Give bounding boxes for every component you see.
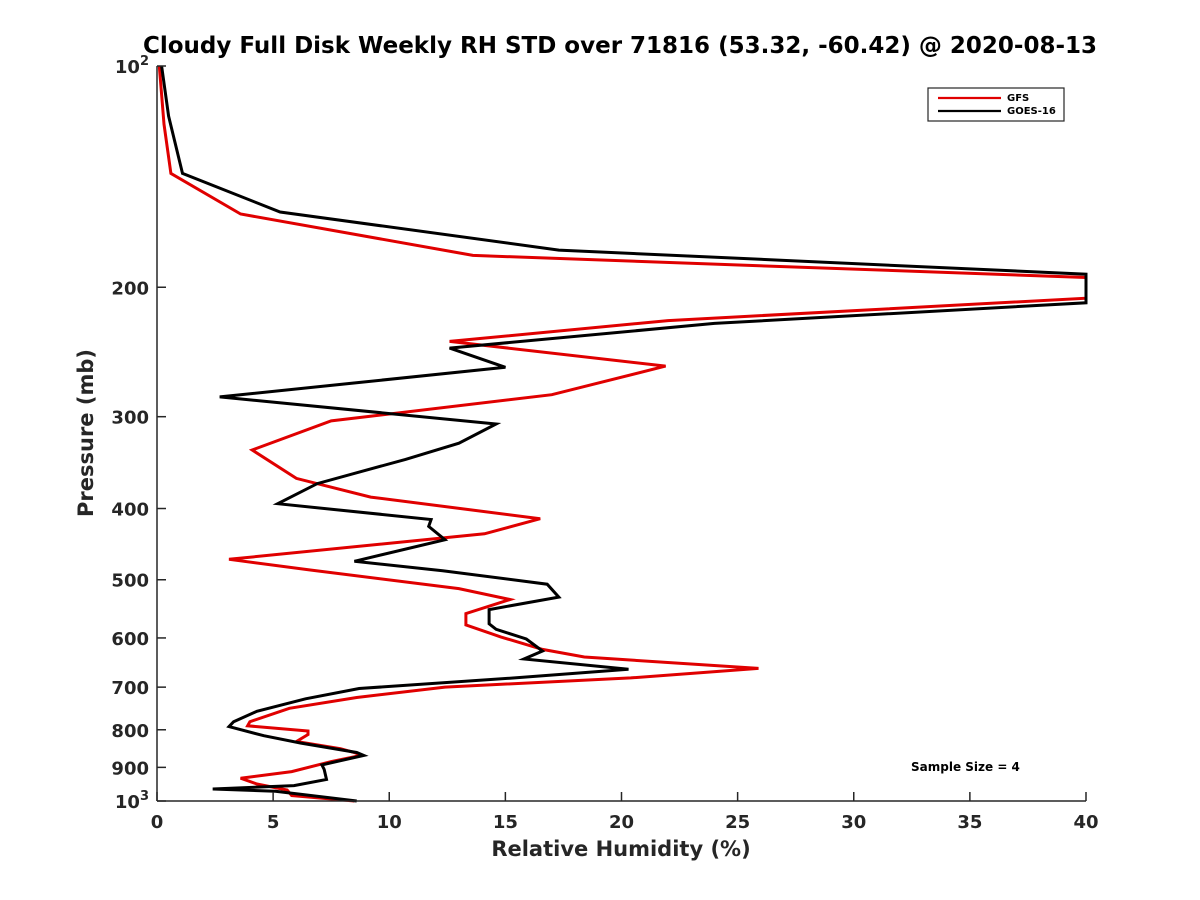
x-tick-label: 35 bbox=[957, 812, 982, 833]
x-tick-label: 30 bbox=[841, 812, 866, 833]
y-tick-label: 103 bbox=[115, 789, 149, 813]
chart-title: Cloudy Full Disk Weekly RH STD over 7181… bbox=[143, 33, 1097, 59]
x-tick-label: 10 bbox=[377, 812, 402, 833]
series-line-goes-16 bbox=[160, 65, 1088, 803]
y-tick-label: 900 bbox=[111, 758, 149, 779]
y-tick-label: 700 bbox=[111, 678, 149, 699]
x-tick-label: 15 bbox=[493, 812, 518, 833]
series-line-gfs bbox=[157, 65, 1088, 803]
x-tick-label: 5 bbox=[267, 812, 280, 833]
x-tick-label: 25 bbox=[725, 812, 750, 833]
y-tick-label: 500 bbox=[111, 571, 149, 592]
y-axis-label: Pressure (mb) bbox=[74, 349, 98, 517]
y-tick-label: 200 bbox=[111, 278, 149, 299]
y-tick-labels: 102 200 300 400 500 600 700 800 900 103 bbox=[111, 54, 166, 813]
y-tick-label: 600 bbox=[111, 629, 149, 650]
legend-box bbox=[927, 87, 1065, 122]
legend-label-gfs: GFS bbox=[1007, 93, 1029, 104]
sample-size-annotation: Sample Size = 4 bbox=[911, 760, 1020, 774]
x-tick-labels: 0 5 10 15 20 25 30 35 40 bbox=[151, 792, 1099, 833]
y-tick-label: 102 bbox=[115, 54, 149, 78]
series-layer bbox=[157, 65, 1088, 803]
y-tick-label: 800 bbox=[111, 721, 149, 742]
x-tick-label: 20 bbox=[609, 812, 634, 833]
legend: GFS GOES-16 bbox=[927, 87, 1065, 122]
legend-label-goes16: GOES-16 bbox=[1007, 106, 1056, 117]
x-axis-label: Relative Humidity (%) bbox=[491, 837, 750, 861]
y-tick-label: 300 bbox=[111, 408, 149, 429]
y-tick-label: 400 bbox=[111, 500, 149, 521]
x-tick-label: 0 bbox=[151, 812, 164, 833]
x-tick-label: 40 bbox=[1073, 812, 1098, 833]
